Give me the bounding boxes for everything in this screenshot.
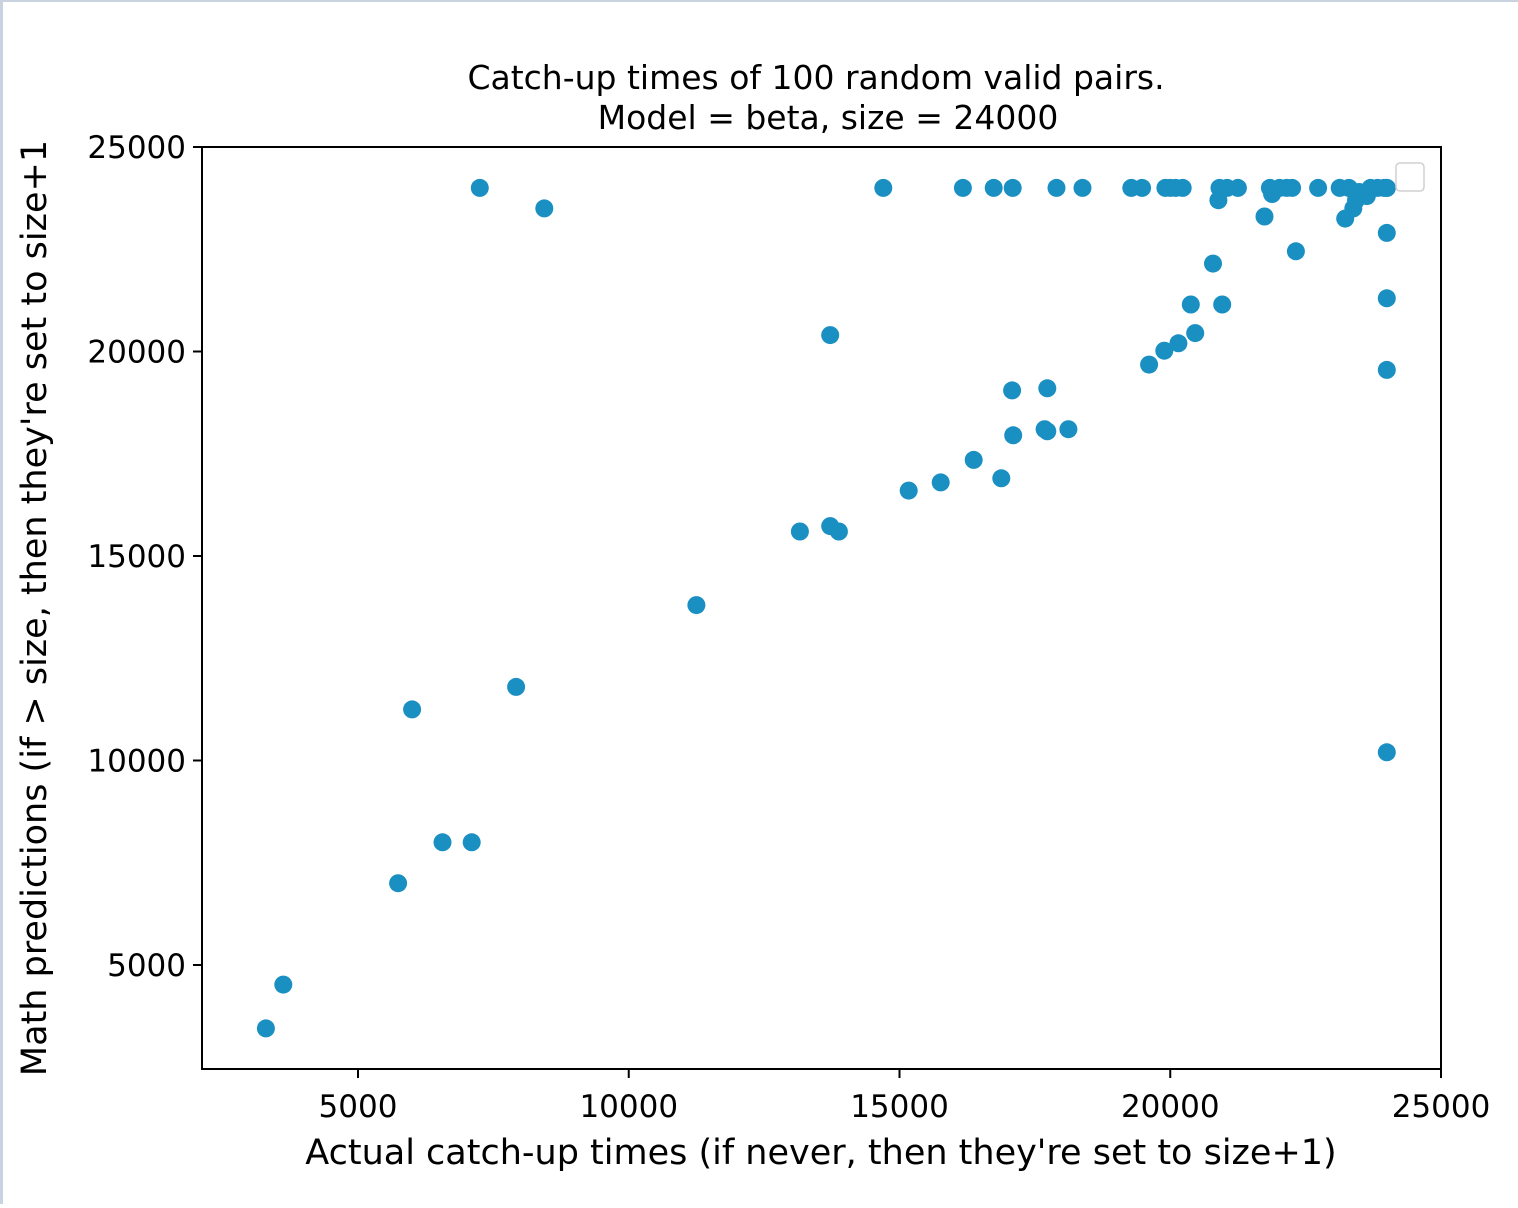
data-point-17: [953, 178, 972, 197]
data-point-54: [1309, 178, 1328, 197]
data-point-2: [389, 874, 408, 893]
data-point-20: [992, 469, 1011, 488]
data-point-0: [256, 1019, 275, 1038]
window-top-edge: [0, 0, 1518, 2]
data-point-26: [1038, 379, 1057, 398]
data-point-1: [274, 975, 293, 994]
x-axis-label: Actual catch-up times (if never, then th…: [305, 1133, 1336, 1173]
x-tick-label: 20000: [1121, 1089, 1220, 1125]
data-point-9: [687, 596, 706, 615]
y-tick-label: 15000: [87, 539, 186, 575]
data-point-21: [1003, 381, 1022, 400]
data-point-7: [507, 677, 526, 696]
data-point-10: [790, 522, 809, 541]
data-point-14: [874, 178, 893, 197]
data-point-66: [1377, 289, 1396, 308]
data-point-46: [1228, 178, 1247, 197]
y-axis-label: Math predictions (if > size, then they'r…: [15, 140, 55, 1076]
data-point-13: [829, 522, 848, 541]
data-point-27: [1047, 178, 1066, 197]
data-point-52: [1283, 178, 1302, 197]
data-point-32: [1140, 355, 1159, 374]
data-point-4: [433, 833, 452, 852]
data-point-16: [931, 473, 950, 492]
data-point-15: [899, 481, 918, 500]
data-point-28: [1059, 420, 1078, 439]
data-point-47: [1255, 207, 1274, 226]
data-point-25: [1038, 422, 1057, 441]
legend-box: [1395, 162, 1425, 192]
x-tick-label: 10000: [579, 1089, 678, 1125]
data-point-8: [535, 199, 554, 218]
data-point-18: [964, 450, 983, 469]
data-point-53: [1286, 242, 1305, 261]
data-point-5: [462, 833, 481, 852]
data-point-6: [470, 178, 489, 197]
data-point-37: [1169, 334, 1188, 353]
data-point-68: [1377, 743, 1396, 762]
data-point-31: [1133, 178, 1152, 197]
data-point-19: [984, 178, 1003, 197]
data-point-39: [1181, 295, 1200, 314]
x-tick-label: 15000: [850, 1089, 949, 1125]
chart-subtitle: Model = beta, size = 24000: [598, 98, 1059, 137]
y-tick-label: 25000: [87, 130, 186, 166]
data-point-11: [821, 326, 840, 345]
data-point-40: [1186, 324, 1205, 343]
data-point-23: [1003, 178, 1022, 197]
data-point-22: [1004, 426, 1023, 445]
data-point-41: [1204, 254, 1222, 273]
data-point-38: [1173, 178, 1192, 197]
data-point-29: [1073, 178, 1092, 197]
x-tick-label: 5000: [319, 1089, 398, 1125]
plot-area-frame: [201, 146, 1442, 1070]
x-axis-ticks: 5000 10000 15000 20000 25000: [319, 1069, 1491, 1125]
data-point-70: [1377, 178, 1396, 197]
y-tick-label: 5000: [107, 948, 186, 984]
y-tick-label: 10000: [87, 744, 186, 780]
y-tick-label: 20000: [87, 335, 186, 371]
data-point-3: [403, 700, 422, 719]
x-tick-label: 25000: [1392, 1089, 1491, 1125]
chart-title: Catch-up times of 100 random valid pairs…: [467, 58, 1164, 97]
scatter-points: [256, 178, 1396, 1038]
data-point-67: [1377, 360, 1396, 379]
data-point-44: [1213, 295, 1232, 314]
window-left-edge: [0, 0, 3, 1204]
data-point-33: [1155, 341, 1174, 360]
data-point-65: [1377, 223, 1396, 242]
y-axis-ticks: 5000 10000 15000 20000 25000: [87, 130, 202, 984]
